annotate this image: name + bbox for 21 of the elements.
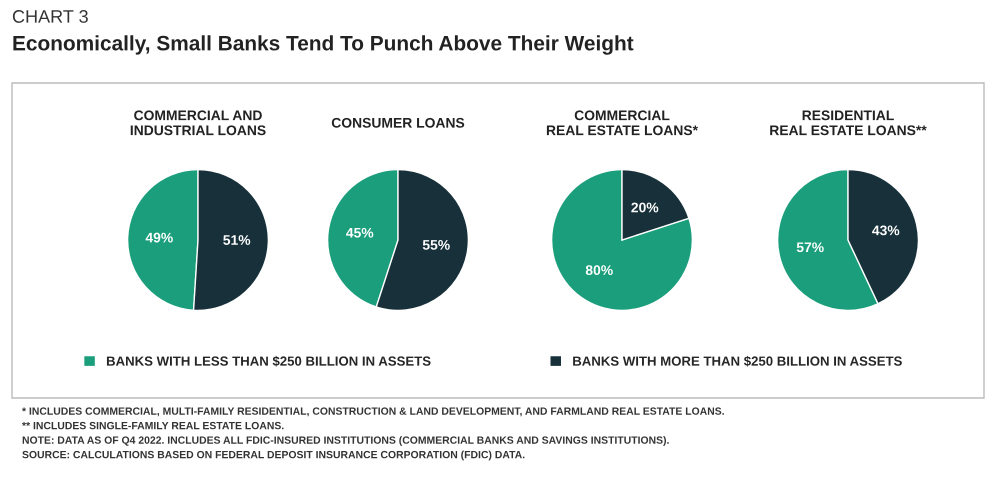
text: Economically, Small Banks Tend To Punch Above Their Weight: [13, 35, 634, 55]
data-label: 80%: [586, 265, 613, 276]
text: CHART 3: [12, 10, 88, 23]
text: * INCLUDES COMMERCIAL, MULTI-FAMILY RESIDENTIAL, CONSTRUCTION & LAND DEVELOPMENT, AND FARMLAND REAL ESTATE LOANS.: [22, 407, 724, 416]
data-label: 55%: [422, 240, 450, 250]
text: ** INCLUDES SINGLE-FAMILY REAL ESTATE LOANS.: [22, 422, 284, 430]
data-label: 49%: [146, 232, 173, 243]
chart-title: CONSUMER LOANS: [332, 118, 464, 128]
source-note: SOURCE: CALCULATIONS BASED ON FEDERAL DEPOSIT INSURANCE CORPORATION (FDIC) DATA.: [22, 450, 524, 460]
text: NOTE: DATA AS OF Q4 2022. INCLUDES ALL FDIC-INSURED INSTITUTIONS (COMMERCIAL BANKS AND SAVINGS INSTITUTIONS).: [22, 436, 669, 446]
data-label: 20%: [631, 202, 658, 212]
chart-title: COMMERCIAL REAL ESTATE LOANS*: [546, 110, 698, 136]
pie-slice: [550, 168, 694, 312]
data-label: 51%: [223, 235, 250, 245]
chart-title: COMMERCIAL AND INDUSTRIAL LOANS: [130, 110, 266, 136]
data-label: 43%: [872, 225, 900, 236]
data-label: 57%: [796, 242, 824, 252]
data-label: 45%: [346, 228, 374, 238]
chart-title: RESIDENTIAL REAL ESTATE LOANS**: [770, 110, 927, 136]
legend-label: BANKS WITH LESS THAN $250 BILLION IN ASSETS: [106, 356, 431, 367]
legend-label: BANKS WITH MORE THAN $250 BILLION IN ASSETS: [573, 356, 902, 367]
